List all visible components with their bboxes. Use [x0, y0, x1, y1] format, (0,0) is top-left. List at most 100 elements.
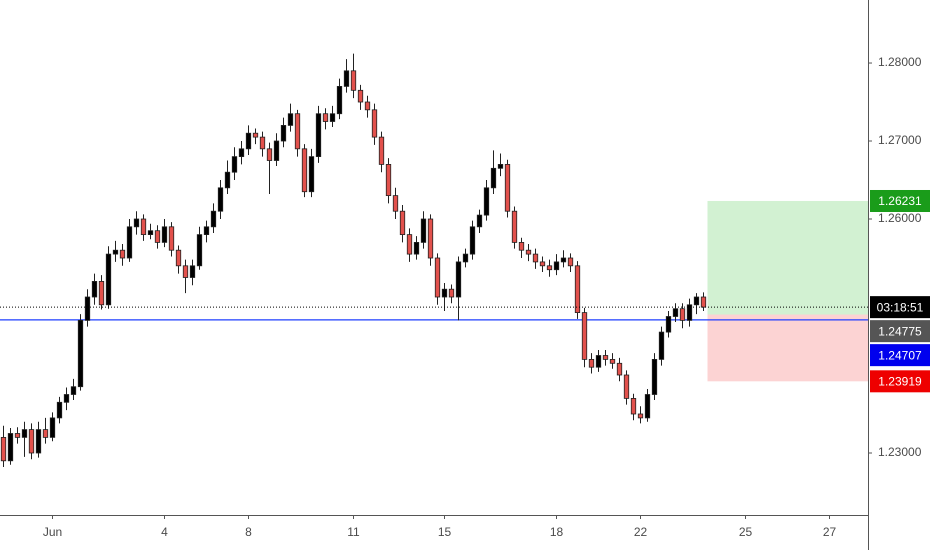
candle-body — [252, 132, 259, 138]
candle-body — [532, 253, 539, 263]
candle-body — [98, 281, 105, 306]
x-tick-label: 25 — [739, 525, 753, 539]
x-tick-label: 18 — [550, 525, 564, 539]
candle-body — [693, 296, 700, 306]
price-label: 1.24775 — [878, 324, 922, 338]
candle-body — [364, 101, 371, 111]
candle-body — [84, 296, 91, 321]
candle-body — [14, 433, 21, 438]
candle-body — [196, 234, 203, 267]
candle-body — [287, 113, 294, 126]
candle-body — [70, 386, 77, 395]
candle-body — [686, 304, 693, 321]
y-tick-label: 1.27000 — [878, 133, 922, 147]
profit-zone — [707, 200, 868, 315]
candle-body — [231, 156, 238, 173]
candle-body — [399, 210, 406, 236]
candle-body — [546, 265, 553, 271]
candle-body — [455, 261, 462, 298]
candle-body — [0, 436, 7, 462]
candle-body — [35, 429, 42, 454]
price-label-box — [870, 370, 930, 393]
candle-body — [553, 261, 560, 271]
candle-body — [567, 257, 574, 267]
candle-body — [322, 113, 329, 122]
price-label-box — [870, 296, 930, 319]
candle-body — [224, 171, 231, 189]
candle-body — [525, 249, 532, 255]
candle-body — [329, 113, 336, 122]
x-tick-label: 15 — [438, 525, 452, 539]
candle-body — [182, 265, 189, 278]
candle-body — [210, 210, 217, 228]
candle-body — [7, 433, 14, 462]
candle-body — [644, 394, 651, 419]
candle-body — [630, 397, 637, 415]
candle-body — [315, 113, 322, 158]
candle-body — [238, 148, 245, 158]
candle-body — [126, 226, 133, 259]
x-tick-label: 22 — [634, 525, 648, 539]
price-label: 1.26231 — [878, 194, 922, 208]
candle-body — [56, 401, 63, 419]
candle-body — [203, 226, 210, 236]
candle-body — [294, 113, 301, 150]
x-tick-label: 4 — [161, 525, 168, 539]
candle-body — [280, 125, 287, 142]
candle-body — [518, 242, 525, 251]
candle-body — [448, 288, 455, 298]
candle-body — [420, 218, 427, 243]
candle-body — [49, 417, 56, 438]
candle-body — [133, 218, 140, 228]
candle-body — [42, 429, 49, 438]
candle-body — [119, 249, 126, 259]
candle-body — [336, 86, 343, 115]
candle-body — [623, 374, 630, 399]
candle-body — [378, 136, 385, 165]
candle-body — [350, 70, 357, 91]
candle-body — [651, 359, 658, 395]
candle-body — [462, 253, 469, 263]
candle-body — [406, 234, 413, 255]
price-label-box — [870, 189, 930, 212]
candle-body — [497, 164, 504, 169]
candle-body — [469, 226, 476, 255]
candle-body — [308, 156, 315, 193]
candle-body — [140, 218, 147, 236]
candle-body — [385, 164, 392, 197]
candle-body — [602, 355, 609, 360]
candle-body — [273, 140, 280, 161]
candle-body — [581, 312, 588, 360]
candle-body — [161, 226, 168, 243]
candle-body — [483, 187, 490, 216]
candle-body — [28, 429, 35, 454]
price-label-box — [870, 344, 930, 367]
candle-body — [154, 230, 161, 243]
candle-body — [21, 429, 28, 438]
candle-body — [301, 148, 308, 193]
candle-body — [245, 132, 252, 150]
candle-body — [595, 355, 602, 368]
candle-body — [609, 359, 616, 364]
y-tick-label: 1.26000 — [878, 211, 922, 225]
candle-body — [441, 288, 448, 298]
candle-body — [266, 148, 273, 161]
y-tick-label: 1.28000 — [878, 55, 922, 69]
x-tick-label: 27 — [823, 525, 837, 539]
candle-body — [357, 89, 364, 103]
candle-body — [434, 257, 441, 298]
price-label: 1.24707 — [878, 348, 922, 362]
x-tick-label: 8 — [245, 525, 252, 539]
candle-body — [588, 359, 595, 368]
candle-body — [112, 249, 119, 255]
candle-body — [105, 253, 112, 306]
candle-body — [147, 230, 154, 236]
price-label: 1.23919 — [878, 374, 922, 388]
candle-body — [413, 242, 420, 255]
candle-body — [658, 331, 665, 360]
candle-body — [392, 195, 399, 212]
candle-body — [672, 308, 679, 317]
candle-body — [490, 167, 497, 189]
